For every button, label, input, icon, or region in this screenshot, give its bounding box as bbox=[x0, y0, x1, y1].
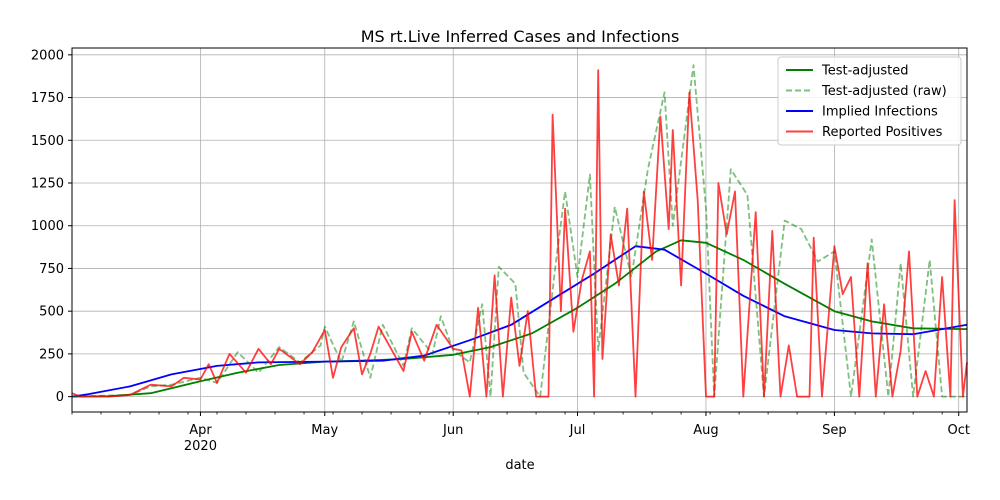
plot-frame bbox=[71, 47, 968, 413]
x-tick-label: Apr bbox=[189, 423, 212, 438]
series-line-reported-positives bbox=[71, 69, 968, 398]
x-tick-label: Sep bbox=[822, 423, 847, 438]
series-line-implied-infections bbox=[71, 245, 968, 398]
chart-title: MS rt.Live Inferred Cases and Infections bbox=[361, 27, 680, 46]
legend-label: Test-adjusted bbox=[821, 64, 908, 79]
x-axis-label: date bbox=[505, 458, 534, 473]
legend-label: Test-adjusted (raw) bbox=[821, 84, 947, 99]
series-line-test-adjusted bbox=[71, 239, 968, 398]
y-tick-label: 1750 bbox=[31, 91, 64, 106]
x-tick-label: Oct bbox=[947, 423, 969, 438]
y-tick-label: 2000 bbox=[31, 48, 64, 63]
y-tick-label: 250 bbox=[39, 347, 64, 362]
series-lines bbox=[71, 64, 968, 398]
legend: Test-adjusted Test-adjusted (raw) Implied … bbox=[777, 56, 962, 146]
y-tick-label: 1250 bbox=[31, 177, 64, 192]
x-tick-sublabel: 2020 bbox=[184, 439, 217, 454]
y-tick-label: 500 bbox=[39, 305, 64, 320]
legend-label: Reported Positives bbox=[822, 125, 943, 140]
legend-box bbox=[777, 56, 962, 146]
x-tick-label: Jul bbox=[569, 423, 586, 438]
y-tick-label: 750 bbox=[39, 262, 64, 277]
x-tick-label: Jun bbox=[442, 423, 463, 438]
legend-label: Implied Infections bbox=[822, 105, 938, 120]
y-tick-label: 1000 bbox=[31, 219, 64, 234]
y-tick-label: 1500 bbox=[31, 134, 64, 149]
x-tick-label: Aug bbox=[693, 423, 718, 438]
x-tick-label: May bbox=[311, 423, 338, 438]
y-tick-label: 0 bbox=[56, 390, 64, 405]
